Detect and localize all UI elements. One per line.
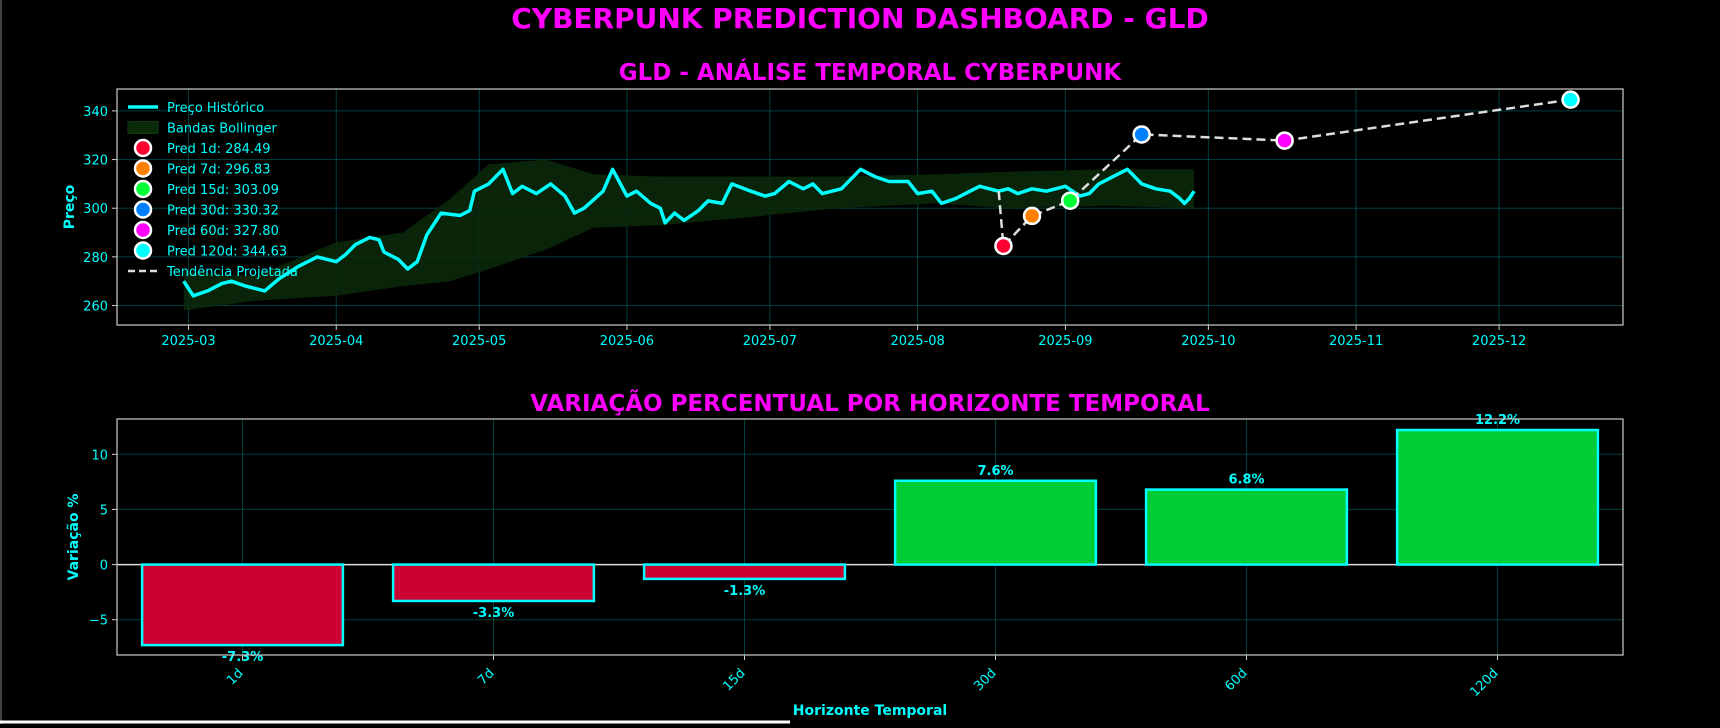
y-tick-label: 0 <box>100 559 108 574</box>
y-tick-label: −5 <box>89 614 108 629</box>
legend-prediction-label: Pred 7d: 296.83 <box>167 163 271 178</box>
y-tick-label: 5 <box>100 503 108 518</box>
bar-value-label: 7.6% <box>977 464 1013 479</box>
x-tick-label: 2025-09 <box>1038 334 1092 349</box>
legend-historical-label: Preço Histórico <box>167 101 264 116</box>
time-series-panel: GLD - ANÁLISE TEMPORAL CYBERPUNK 2025-03… <box>62 58 1624 349</box>
legend-prediction-marker <box>133 179 153 199</box>
x-tick-label: 2025-11 <box>1329 334 1383 349</box>
legend-prediction-label: Pred 120d: 344.63 <box>167 245 287 260</box>
percent-change-ylabel: Variação % <box>66 494 82 581</box>
y-tick-label: 260 <box>83 300 108 315</box>
time-series-frame <box>116 88 1624 326</box>
bar-value-label: 12.2% <box>1475 413 1520 428</box>
legend-trend-label: Tendência Projetada <box>166 265 298 280</box>
bar-value-label: -3.3% <box>473 606 514 621</box>
time-series-title: GLD - ANÁLISE TEMPORAL CYBERPUNK <box>619 58 1123 86</box>
percent-change-title: VARIAÇÃO PERCENTUAL POR HORIZONTE TEMPOR… <box>530 389 1210 417</box>
legend-prediction-marker <box>133 241 153 260</box>
x-tick-label: 2025-06 <box>600 334 654 349</box>
prediction-point <box>1275 131 1294 150</box>
prediction-point <box>1132 125 1151 144</box>
prediction-point <box>1561 90 1580 109</box>
legend-bollinger-swatch <box>127 121 159 134</box>
legend-prediction-label: Pred 15d: 303.09 <box>167 183 279 198</box>
prediction-point <box>1060 191 1080 210</box>
y-tick-label: 10 <box>91 448 108 463</box>
x-tick-label: 2025-07 <box>743 334 797 349</box>
legend-prediction-marker <box>133 159 153 178</box>
legend-prediction-marker <box>133 200 153 219</box>
bar-value-label: -1.3% <box>724 584 765 599</box>
x-tick-label: 2025-05 <box>452 334 506 349</box>
y-tick-label: 320 <box>83 154 108 169</box>
x-tick-label: 2025-04 <box>309 334 363 349</box>
bar-30d <box>893 479 1098 566</box>
legend-prediction-label: Pred 60d: 327.80 <box>167 224 279 239</box>
percent-change-panel: VARIAÇÃO PERCENTUAL POR HORIZONTE TEMPOR… <box>66 389 1624 719</box>
x-tick-label: 2025-03 <box>161 334 215 349</box>
prediction-point <box>994 236 1013 256</box>
prediction-point <box>1022 206 1042 226</box>
time-series-ylabel: Preço <box>62 184 78 229</box>
legend-prediction-marker <box>133 138 153 158</box>
x-tick-label: 2025-08 <box>890 334 944 349</box>
legend-prediction-marker <box>133 220 153 240</box>
bar-value-label: 6.8% <box>1228 473 1264 488</box>
x-tick-label: 2025-12 <box>1472 334 1526 349</box>
bar-7d <box>391 563 596 603</box>
bar-120d <box>1395 428 1600 566</box>
historical-price-line <box>182 167 1196 298</box>
y-tick-label: 300 <box>83 202 108 217</box>
legend-bollinger-label: Bandas Bollinger <box>167 122 277 137</box>
y-tick-label: 340 <box>83 105 108 120</box>
bar-15d <box>642 563 847 581</box>
bollinger-band-area <box>183 159 1195 311</box>
bar-1d <box>140 563 345 647</box>
y-tick-label: 280 <box>83 251 108 266</box>
time-series-legend: Preço Histórico Bandas Bollinger Pred 1d: … <box>127 101 298 280</box>
x-tick-label: 2025-10 <box>1181 334 1235 349</box>
percent-change-frame <box>116 418 1624 656</box>
bar-60d <box>1144 488 1349 566</box>
percent-change-xlabel: Horizonte Temporal <box>793 703 947 719</box>
legend-prediction-label: Pred 1d: 284.49 <box>167 142 271 157</box>
dashboard-title: CYBERPUNK PREDICTION DASHBOARD - GLD <box>511 2 1208 35</box>
legend-prediction-label: Pred 30d: 330.32 <box>167 204 279 219</box>
